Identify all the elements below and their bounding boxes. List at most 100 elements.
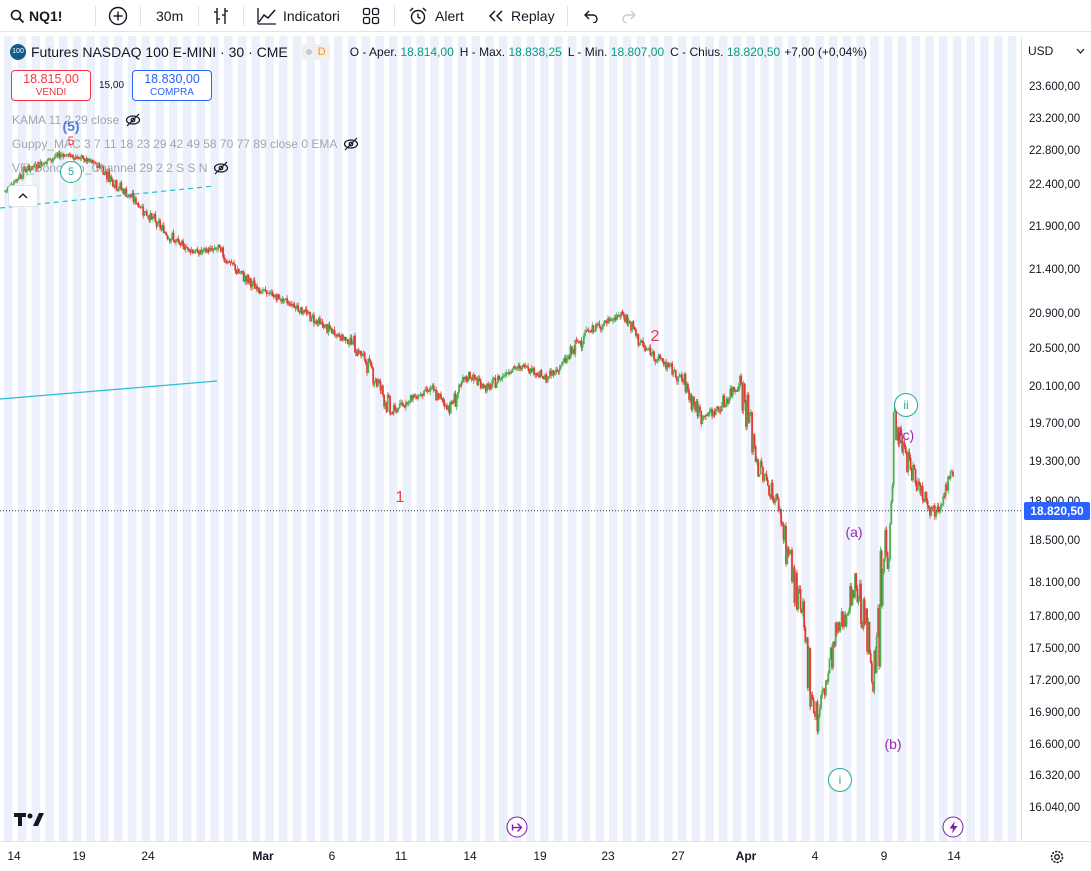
eye-off-icon[interactable] — [343, 137, 359, 151]
candle-body — [199, 250, 201, 255]
indicators-label: Indicatori — [283, 8, 340, 24]
candle-body — [553, 373, 556, 375]
candle-body — [616, 315, 619, 317]
tradingview-logo[interactable] — [14, 811, 46, 832]
candle-body — [739, 375, 741, 387]
candle-body — [584, 332, 586, 336]
candle-body — [637, 334, 640, 346]
candle-body — [361, 354, 364, 357]
price-tick-label: 20.500,00 — [1029, 343, 1081, 355]
price-tick-label: 17.800,00 — [1029, 611, 1081, 623]
candle-body — [717, 406, 720, 412]
layouts-button[interactable] — [362, 0, 380, 32]
redo-button[interactable] — [620, 0, 638, 32]
candle-body — [254, 285, 257, 289]
candle-body — [302, 311, 304, 315]
chart-settings-button[interactable] — [1047, 847, 1067, 867]
candle-body — [490, 383, 493, 389]
wave-label-b[interactable]: (b) — [884, 736, 902, 752]
candle-body — [213, 248, 216, 250]
candle-body — [846, 613, 849, 616]
symbol-title[interactable]: Futures NASDAQ 100 E-MINI · 30 · CME — [31, 44, 288, 60]
sell-button[interactable]: 18.815,00 VENDI — [11, 70, 91, 101]
session-band — [430, 36, 439, 841]
alert-button[interactable]: Alert — [408, 0, 464, 32]
replay-button[interactable]: Replay — [487, 0, 555, 32]
eye-off-icon[interactable] — [213, 161, 229, 175]
delay-badge[interactable]: D — [301, 44, 330, 60]
candle-body — [250, 278, 252, 288]
indicator-guppy[interactable]: Guppy_MAC 3 7 11 18 23 29 42 49 58 70 77… — [12, 137, 359, 151]
candle-body — [268, 293, 270, 294]
session-band — [705, 36, 714, 841]
wave-label-c[interactable]: (c) — [897, 427, 915, 443]
candle-body — [783, 525, 786, 540]
candle-body — [483, 386, 486, 388]
candle-body — [460, 381, 463, 386]
events-marker-button[interactable] — [506, 816, 528, 838]
candle-body — [590, 331, 592, 333]
candle-body — [187, 247, 189, 249]
candle-body — [627, 321, 630, 325]
candle-body — [153, 214, 155, 219]
candle-body — [411, 395, 413, 400]
wave-label-circle-5[interactable]: 5 — [60, 161, 82, 183]
dividends-marker-button[interactable] — [942, 816, 964, 838]
currency-button[interactable]: USD — [1024, 40, 1089, 62]
indicator-kama[interactable]: KAMA 11 2 29 close — [12, 113, 141, 127]
price-axis[interactable]: USD 23.600,00 23.200,00 22.800,00 22.400,00… — [1021, 36, 1091, 841]
session-band — [1007, 36, 1017, 841]
candle-body — [528, 368, 531, 374]
session-band — [622, 36, 632, 841]
candle-body — [759, 461, 762, 475]
wave-label-a[interactable]: (a) — [845, 524, 863, 540]
eye-off-icon[interactable] — [125, 113, 141, 127]
indicators-button[interactable]: Indicatori — [257, 0, 340, 32]
candle-body — [864, 608, 867, 625]
candle-body — [681, 374, 683, 381]
wave-label-ii[interactable]: ii — [894, 393, 918, 417]
candle-body — [179, 242, 182, 246]
price-tick-label: 23.600,00 — [1029, 81, 1081, 93]
compare-symbol-button[interactable] — [108, 0, 128, 32]
candle-body — [782, 523, 785, 540]
candle-body — [798, 588, 801, 590]
buy-button[interactable]: 18.830,00 COMPRA — [132, 70, 212, 101]
candle-body — [252, 280, 255, 283]
wave-label-5-minor[interactable]: 5 — [67, 134, 75, 148]
candle-body — [441, 398, 444, 400]
undo-button[interactable] — [582, 0, 600, 32]
candle-body — [812, 700, 815, 714]
wave-label-i[interactable]: i — [828, 768, 852, 792]
chart-type-button[interactable] — [212, 0, 230, 32]
candle-body — [507, 372, 510, 374]
candle-body — [217, 244, 220, 249]
indicator-donchian[interactable]: VF_Donchian_Channel 29 2 2 S S N — [12, 161, 229, 175]
candle-body — [860, 583, 862, 625]
time-axis[interactable]: 14 19 24 Mar 6 11 14 19 23 27 Apr 4 9 14 — [0, 841, 1091, 871]
candle-body — [647, 348, 649, 351]
candle-body — [183, 245, 186, 250]
session-band — [251, 36, 260, 841]
candle-body — [115, 180, 118, 190]
interval-button[interactable]: 30m — [156, 0, 183, 32]
candle-body — [205, 248, 207, 253]
candle-body — [35, 165, 38, 169]
candle-body — [613, 317, 615, 320]
candle-body — [246, 275, 249, 282]
candle-body — [806, 637, 809, 688]
candle-body — [189, 250, 192, 252]
candle-body — [285, 298, 287, 300]
candle-body — [428, 390, 430, 392]
session-band — [567, 36, 577, 841]
collapse-legend-button[interactable] — [8, 185, 38, 207]
wave-label-1[interactable]: 1 — [395, 489, 405, 506]
candle-body — [154, 214, 157, 222]
candle-body — [799, 589, 802, 610]
wave-label-5-major[interactable]: (5) — [62, 118, 80, 134]
wave-label-2[interactable]: 2 — [650, 328, 660, 345]
candle-body — [149, 213, 152, 221]
price-chart[interactable] — [0, 36, 1021, 841]
candle-body — [484, 387, 487, 392]
symbol-search-button[interactable]: NQ1! — [10, 0, 62, 32]
